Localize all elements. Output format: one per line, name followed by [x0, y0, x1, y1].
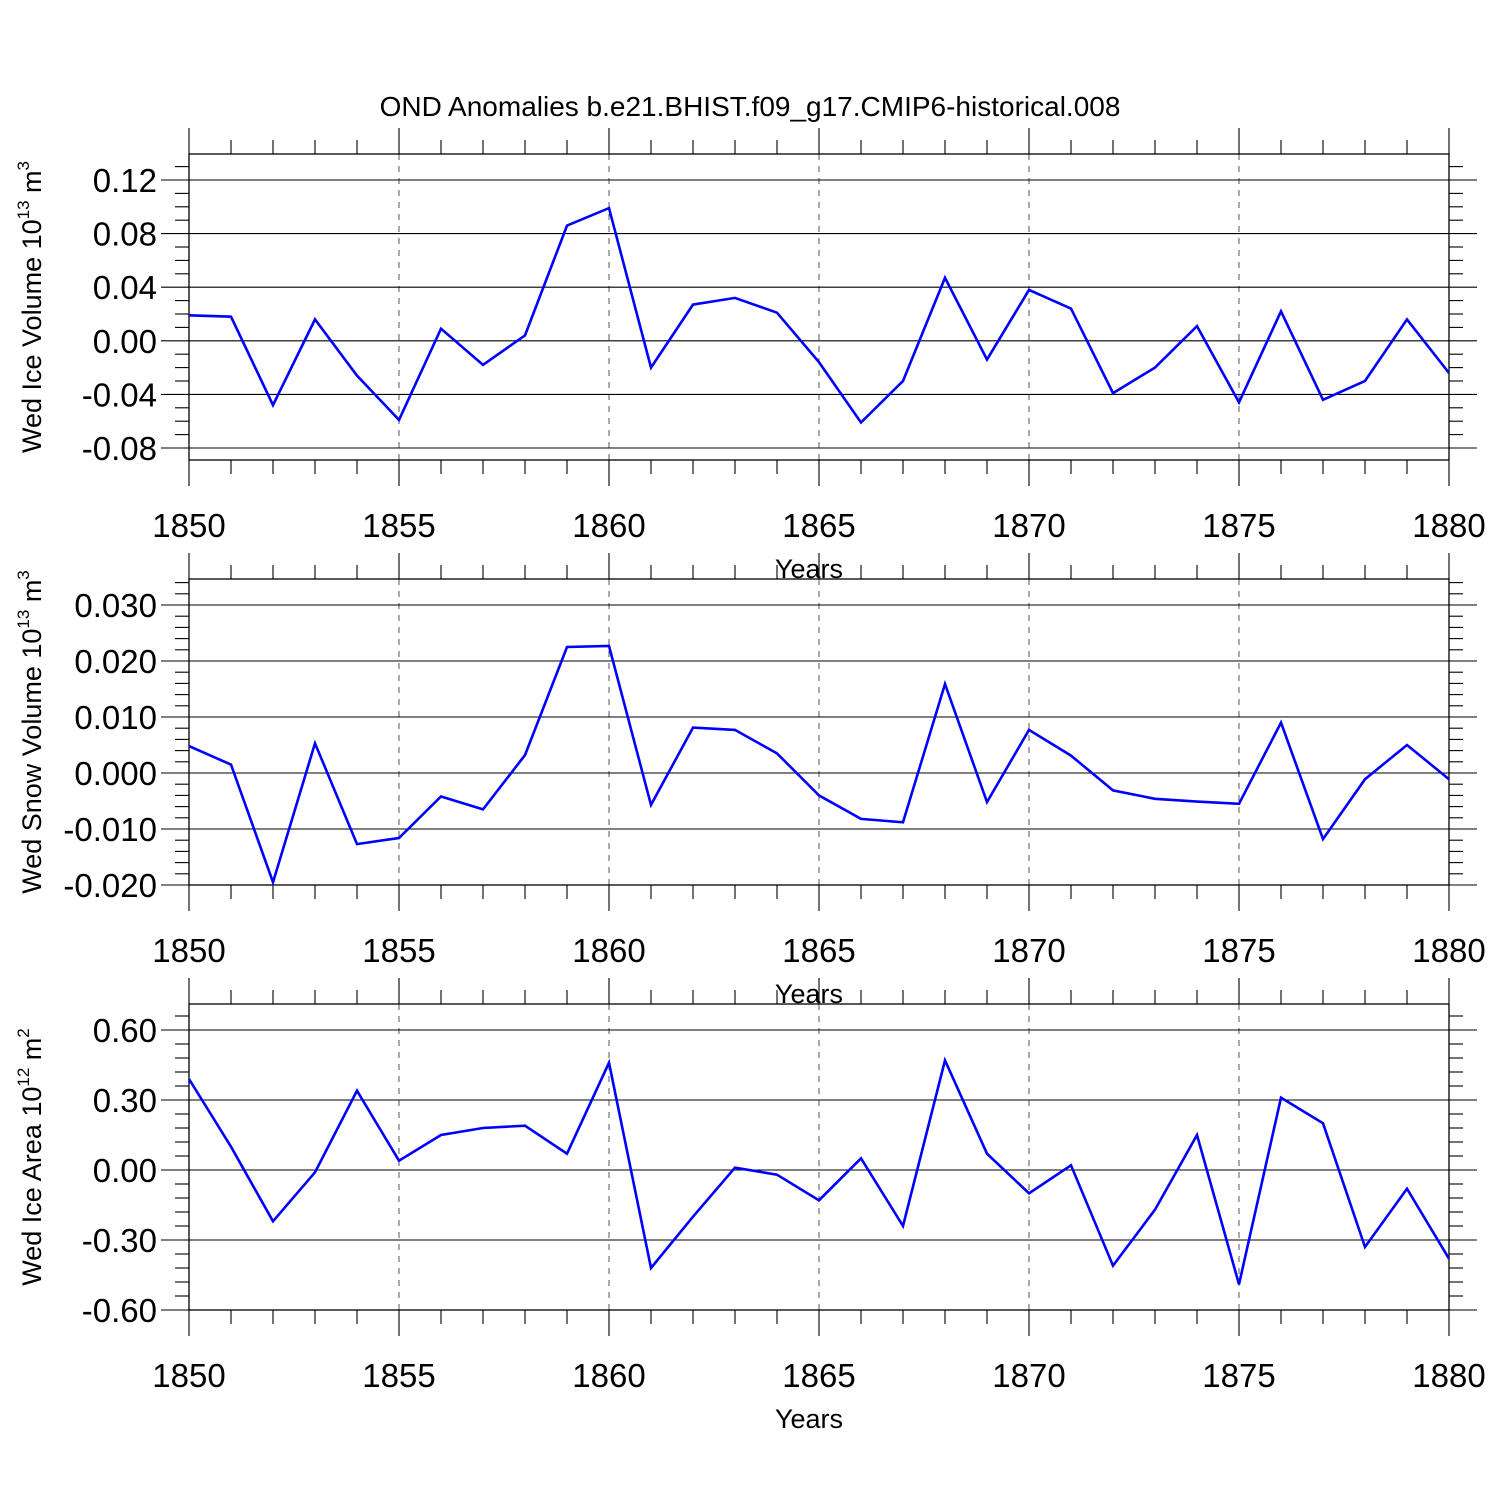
y-tick-label: 0.30: [93, 1082, 157, 1119]
y-axis-label: Wed Ice Volume 1013 m3: [14, 161, 47, 453]
y-tick-label: 0.010: [74, 699, 157, 736]
y-tick-label: -0.020: [63, 867, 157, 904]
y-tick-label: -0.04: [82, 376, 157, 413]
x-tick-label: 1855: [362, 932, 435, 969]
panel-2: 0.030 0.020 0.010 0.000 -0.010 -0.020 1850 1855…: [14, 553, 1486, 1009]
series-line: [187, 1056, 1451, 1285]
series-line: [188, 206, 1451, 425]
x-tick-label: 1865: [782, 507, 855, 544]
x-tick-label: 1850: [152, 1357, 225, 1394]
x-tick-label: 1850: [152, 507, 225, 544]
y-axis-label: Wed Ice Area 1012 m2: [14, 1028, 47, 1286]
x-tick-label: 1875: [1202, 1357, 1275, 1394]
x-tick-label: 1860: [572, 932, 645, 969]
y-axis-label: Wed Snow Volume 1013 m3: [14, 570, 47, 894]
y-tick-label: 0.030: [74, 587, 157, 624]
plot-frame: [188, 578, 1450, 886]
x-tick-label: 1880: [1412, 932, 1485, 969]
y-tick-label: -0.60: [82, 1292, 157, 1329]
x-tick-label: 1860: [572, 507, 645, 544]
plot-frame: [188, 153, 1450, 461]
series-line: [188, 644, 1450, 887]
y-tick-label: 0.60: [93, 1012, 157, 1049]
x-tick-label: 1870: [992, 1357, 1065, 1394]
x-tick-label: 1880: [1412, 1357, 1485, 1394]
x-tick-label: 1860: [572, 1357, 645, 1394]
x-tick-label: 1865: [782, 1357, 855, 1394]
x-tick-label: 1855: [362, 507, 435, 544]
panel-1: 0.12 0.08 0.04 0.00 -0.04 -0.08 1850 1855 1860 18…: [14, 128, 1486, 584]
plot-frame: [188, 1003, 1450, 1311]
y-tick-label: -0.08: [82, 430, 157, 467]
x-tick-label: 1870: [992, 932, 1065, 969]
panel-3: 0.60 0.30 0.00 -0.30 -0.60 1850 1855 1860 1865 18…: [14, 978, 1486, 1434]
y-tick-label: 0.00: [93, 323, 157, 360]
y-tick-label: 0.04: [93, 269, 157, 306]
x-axis-label: Years: [775, 1404, 843, 1434]
y-tick-label: 0.000: [74, 755, 157, 792]
x-tick-label: 1855: [362, 1357, 435, 1394]
x-tick-label: 1865: [782, 932, 855, 969]
y-tick-label: 0.12: [93, 162, 157, 199]
x-tick-label: 1875: [1202, 507, 1275, 544]
y-tick-label: -0.010: [63, 811, 157, 848]
x-tick-label: 1870: [992, 507, 1065, 544]
y-tick-label: 0.00: [93, 1152, 157, 1189]
x-tick-label: 1850: [152, 932, 225, 969]
x-tick-label: 1875: [1202, 932, 1275, 969]
y-tick-label: 0.020: [74, 643, 157, 680]
chart-title: OND Anomalies b.e21.BHIST.f09_g17.CMIP6-…: [380, 91, 1121, 122]
y-tick-label: -0.30: [82, 1222, 157, 1259]
y-tick-label: 0.08: [93, 216, 157, 253]
x-tick-label: 1880: [1412, 507, 1485, 544]
